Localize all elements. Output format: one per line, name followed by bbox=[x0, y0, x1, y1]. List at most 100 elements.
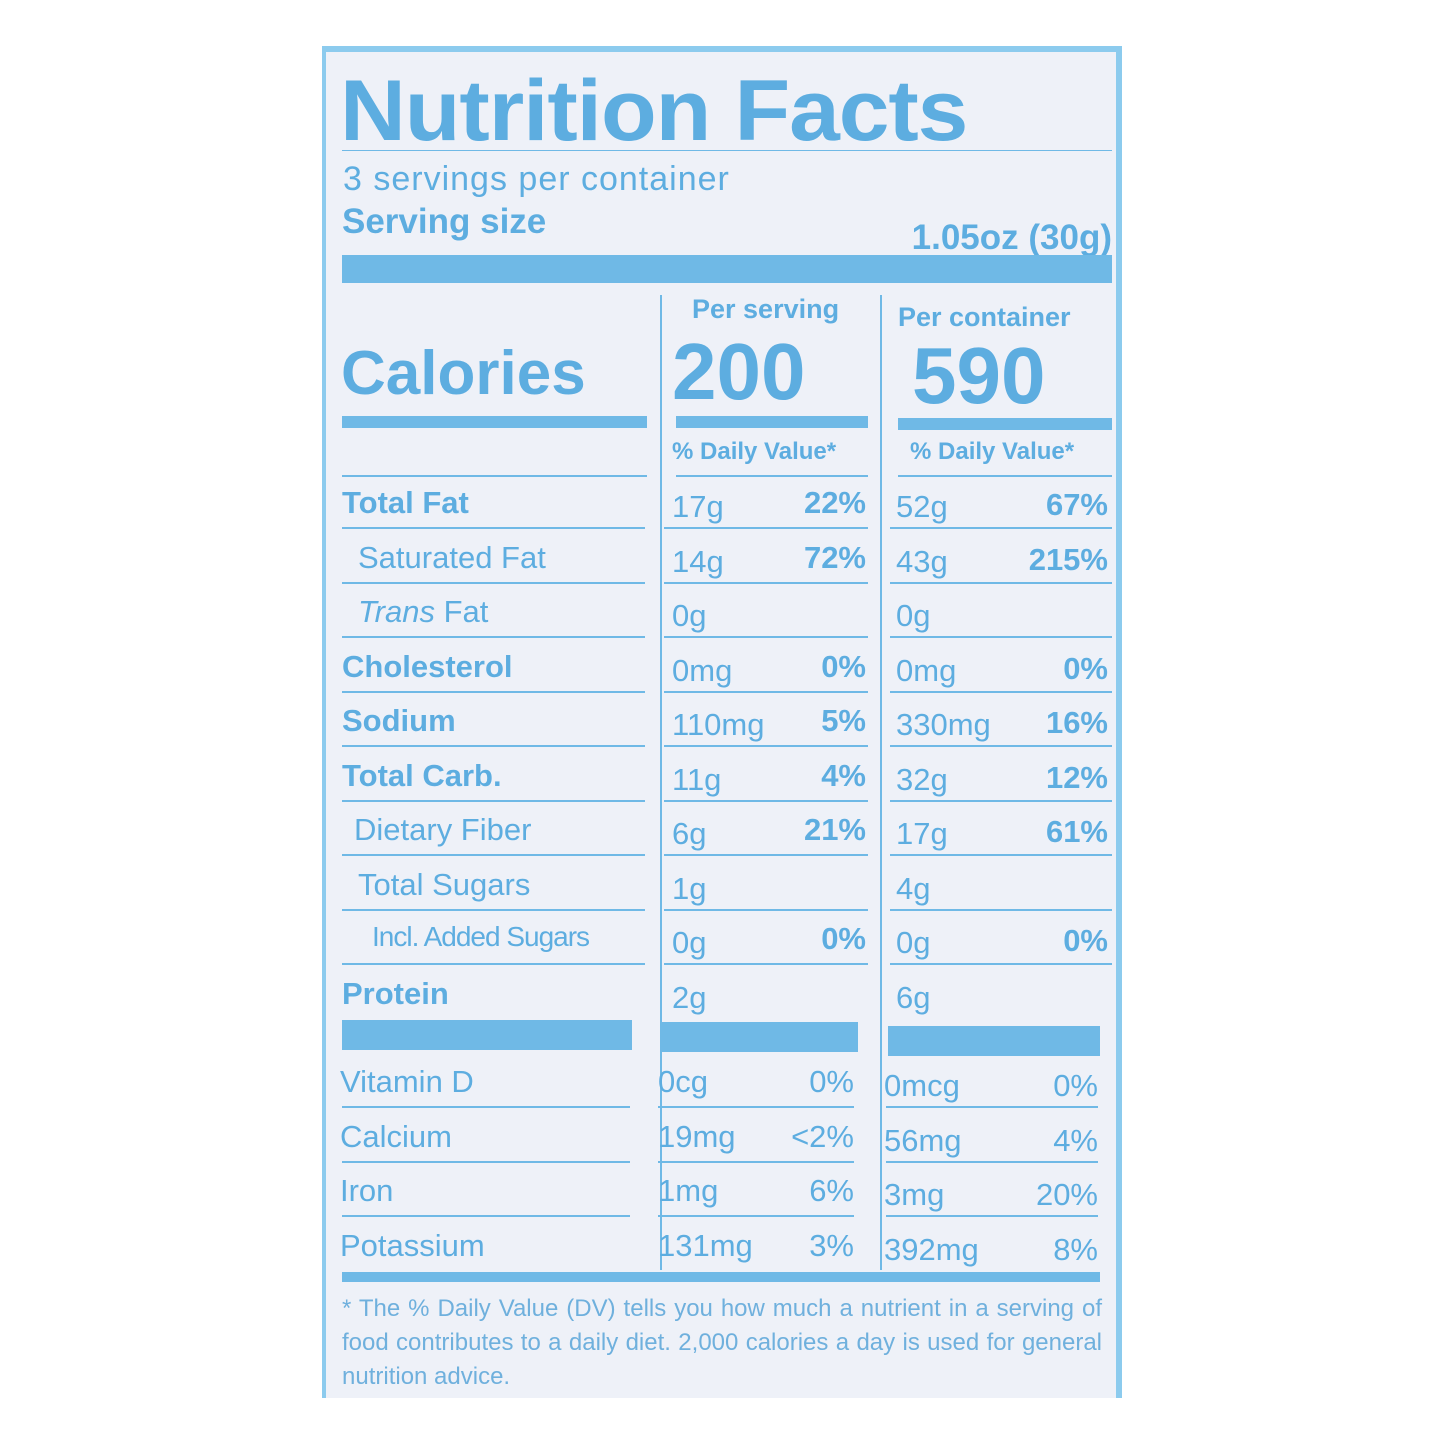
nutrient-label: Protein bbox=[342, 976, 449, 1012]
serving-amount: 19mg bbox=[658, 1118, 736, 1154]
row-divider bbox=[664, 799, 868, 802]
divider bbox=[898, 475, 1112, 477]
nutrient-label-text: Total Fat bbox=[342, 485, 469, 520]
row-divider bbox=[342, 581, 645, 584]
serving-amount: 0g bbox=[672, 598, 707, 633]
nutrient-label-italic: Trans bbox=[358, 594, 435, 629]
serving-daily-value: 72% bbox=[803, 539, 866, 575]
container-daily-value: 0% bbox=[1063, 923, 1108, 958]
serving-amount: 0g bbox=[672, 925, 707, 960]
container-daily-value: 61% bbox=[1045, 814, 1108, 849]
thick-divider bbox=[888, 1026, 1100, 1056]
daily-value-header: % Daily Value* bbox=[910, 438, 1075, 465]
nutrient-label: Saturated Fat bbox=[358, 540, 546, 576]
container-amount: 0g bbox=[896, 598, 931, 633]
row-divider bbox=[890, 963, 1112, 965]
footnote: * The % Daily Value (DV) tells you how m… bbox=[342, 1295, 1102, 1390]
container-amount: 56mg bbox=[884, 1122, 962, 1158]
row-divider bbox=[664, 690, 868, 693]
row-divider bbox=[664, 908, 868, 911]
container-amount: 3mg bbox=[884, 1177, 945, 1212]
calories-per-container: 590 bbox=[912, 331, 1046, 420]
nutrient-label-text: Total Sugars bbox=[358, 866, 531, 902]
nutrient-label: Sodium bbox=[342, 703, 456, 739]
serving-amount: 6g bbox=[672, 816, 707, 851]
row-divider bbox=[342, 854, 645, 856]
container-daily-value: 215% bbox=[1028, 541, 1108, 577]
row-divider bbox=[890, 581, 1112, 584]
row-divider bbox=[664, 745, 868, 747]
row-divider bbox=[890, 745, 1112, 747]
row-divider bbox=[342, 527, 645, 529]
row-divider bbox=[886, 1215, 1098, 1217]
container-daily-value: 8% bbox=[1053, 1231, 1098, 1267]
label-title: Nutrition Facts bbox=[340, 63, 968, 159]
column-divider bbox=[660, 295, 662, 1270]
serving-daily-value: 3% bbox=[809, 1227, 854, 1263]
container-amount: 32g bbox=[896, 761, 948, 797]
row-divider bbox=[890, 908, 1112, 911]
serving-daily-value: 5% bbox=[821, 703, 866, 738]
row-divider bbox=[664, 854, 868, 856]
divider bbox=[342, 475, 647, 477]
row-divider bbox=[890, 636, 1112, 638]
serving-amount: 14g bbox=[672, 543, 724, 579]
thick-divider bbox=[342, 255, 1112, 283]
serving-amount: 1g bbox=[672, 870, 707, 906]
container-daily-value: 0% bbox=[1053, 1068, 1098, 1103]
nutrient-label: Total Carb. bbox=[342, 758, 502, 794]
vitamin-label: Vitamin D bbox=[340, 1064, 474, 1099]
container-daily-value: 16% bbox=[1045, 705, 1108, 740]
nutrient-label-text: Sodium bbox=[342, 703, 456, 738]
container-amount: 17g bbox=[896, 816, 948, 851]
serving-daily-value: 22% bbox=[803, 485, 866, 520]
row-divider bbox=[890, 799, 1112, 802]
nutrient-label-text: Fat bbox=[434, 594, 489, 629]
serving-amount: 131mg bbox=[658, 1227, 753, 1263]
row-divider bbox=[342, 963, 645, 965]
serving-amount: 0cg bbox=[658, 1064, 708, 1099]
serving-daily-value: <2% bbox=[791, 1118, 854, 1154]
row-divider bbox=[658, 1106, 854, 1108]
daily-value-header: % Daily Value* bbox=[672, 438, 837, 465]
nutrient-label: Incl. Added Sugars bbox=[372, 921, 590, 953]
calories-bar bbox=[342, 416, 647, 428]
serving-amount: 0mg bbox=[672, 652, 733, 688]
calories-per-serving: 200 bbox=[672, 327, 806, 416]
serving-amount: 2g bbox=[672, 979, 707, 1015]
nutrient-label-text: Saturated Fat bbox=[358, 539, 546, 575]
container-amount: 6g bbox=[896, 979, 931, 1015]
vitamin-label: Iron bbox=[340, 1173, 394, 1208]
row-divider bbox=[342, 1160, 630, 1163]
serving-daily-value: 0% bbox=[821, 648, 866, 684]
nutrient-label: Trans Fat bbox=[358, 594, 488, 630]
nutrient-label-text: Cholesterol bbox=[342, 648, 513, 684]
divider bbox=[676, 475, 868, 477]
container-amount: 0mcg bbox=[884, 1068, 960, 1103]
per-serving-header: Per serving bbox=[692, 294, 840, 324]
nutrient-label-text: Dietary Fiber bbox=[354, 812, 532, 847]
container-daily-value: 20% bbox=[1035, 1177, 1098, 1212]
thick-divider bbox=[662, 1022, 858, 1052]
divider bbox=[342, 150, 1112, 151]
serving-daily-value: 0% bbox=[809, 1064, 854, 1099]
row-divider bbox=[664, 581, 868, 584]
calories-bar bbox=[676, 416, 868, 428]
container-daily-value: 0% bbox=[1063, 650, 1108, 686]
row-divider bbox=[342, 636, 645, 638]
thick-divider bbox=[342, 1020, 632, 1050]
serving-daily-value: 0% bbox=[821, 921, 866, 956]
row-divider bbox=[886, 1160, 1098, 1163]
nutrient-label: Dietary Fiber bbox=[354, 812, 531, 848]
serving-daily-value: 6% bbox=[809, 1173, 854, 1208]
serving-size-label: Serving size bbox=[342, 202, 547, 241]
serving-amount: 1mg bbox=[658, 1173, 719, 1208]
calories-label: Calories bbox=[341, 339, 586, 408]
row-divider bbox=[342, 745, 645, 747]
calories-bar bbox=[898, 418, 1112, 430]
column-divider bbox=[880, 295, 882, 1270]
servings-per-container: 3 servings per container bbox=[343, 160, 730, 198]
row-divider bbox=[664, 963, 868, 965]
serving-amount: 17g bbox=[672, 489, 724, 524]
container-daily-value: 67% bbox=[1045, 487, 1108, 522]
